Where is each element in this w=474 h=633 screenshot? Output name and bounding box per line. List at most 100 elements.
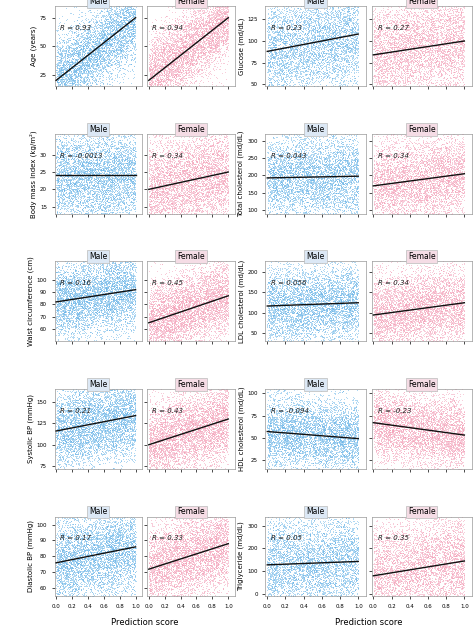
Point (174, 164, 182, 174)
Point (191, 419, 199, 429)
Point (431, 10, 439, 20)
Point (95, 35, 103, 46)
Point (100, 218, 108, 229)
Point (61, 344, 69, 354)
Point (314, 510, 322, 520)
Point (54, 173, 62, 183)
Point (211, 531, 219, 541)
Point (303, 454, 310, 464)
Point (308, 160, 316, 170)
Point (316, 439, 324, 449)
Point (421, 53, 428, 63)
Point (441, 163, 448, 173)
Point (381, 431, 389, 441)
Point (150, 427, 158, 437)
Point (395, 570, 403, 580)
Point (282, 89, 289, 99)
Point (401, 163, 409, 173)
Point (126, 298, 134, 308)
Point (435, 70, 442, 80)
Point (456, 308, 464, 318)
Point (117, 363, 124, 373)
Point (149, 445, 157, 455)
Point (306, 73, 313, 83)
Point (191, 58, 198, 68)
Point (398, 337, 405, 347)
Point (410, 24, 418, 34)
Point (111, 402, 118, 412)
Point (425, 563, 432, 573)
Point (115, 32, 122, 42)
Point (460, 437, 468, 447)
Point (446, 551, 454, 561)
Point (455, 213, 463, 223)
Point (207, 161, 215, 171)
Point (117, 387, 124, 398)
Point (378, 189, 386, 199)
Point (457, 618, 465, 628)
Point (269, 431, 276, 441)
Point (297, 85, 305, 95)
Point (383, 123, 391, 134)
Point (158, 34, 165, 44)
Point (399, 327, 407, 337)
Point (166, 448, 174, 458)
Point (264, 529, 272, 539)
Point (198, 414, 206, 424)
Point (150, 413, 157, 423)
Point (125, 173, 132, 183)
Point (412, 127, 420, 137)
Point (66, 175, 74, 185)
Point (426, 588, 434, 598)
Point (183, 51, 191, 61)
Point (75, 66, 83, 76)
Point (340, 176, 348, 186)
Point (269, 40, 277, 50)
Point (210, 6, 218, 16)
Point (448, 85, 456, 95)
Point (354, 326, 362, 336)
Point (400, 165, 407, 175)
Point (294, 322, 301, 332)
Point (285, 266, 292, 276)
Point (337, 306, 344, 316)
Point (373, 445, 381, 455)
Point (411, 348, 419, 358)
Point (370, 4, 378, 15)
Point (203, 418, 210, 429)
Point (104, 413, 112, 423)
Point (185, 401, 193, 411)
Point (389, 44, 396, 54)
Point (387, 155, 394, 165)
Point (416, 286, 423, 296)
Point (119, 521, 127, 531)
Point (90, 396, 98, 406)
Point (70, 304, 77, 315)
Point (305, 172, 313, 182)
Point (101, 394, 109, 404)
Point (436, 439, 443, 449)
Point (316, 322, 324, 332)
Point (344, 561, 351, 571)
Point (274, 122, 282, 132)
Point (453, 554, 460, 564)
Point (102, 558, 109, 568)
Point (353, 172, 360, 182)
Point (78, 537, 85, 548)
Point (172, 551, 179, 561)
Point (214, 298, 221, 308)
Point (394, 575, 402, 586)
Point (286, 544, 294, 555)
Point (170, 71, 178, 81)
Point (271, 318, 278, 328)
Point (222, 538, 229, 548)
Point (118, 72, 126, 82)
Point (164, 237, 172, 247)
Point (155, 452, 163, 462)
Point (431, 293, 439, 303)
Point (124, 174, 131, 184)
Point (292, 461, 299, 472)
Point (341, 156, 348, 166)
Point (453, 577, 460, 587)
Point (64, 49, 72, 59)
